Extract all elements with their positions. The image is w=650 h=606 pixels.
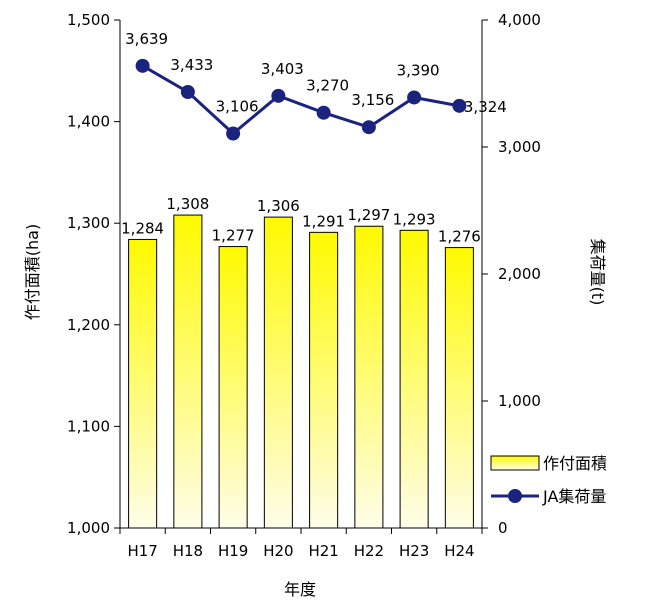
y-axis-right-title: 集荷量(t): [588, 239, 607, 306]
bar-H21: [309, 231, 339, 529]
legend-bar-label: 作付面積: [543, 454, 607, 473]
bar-label-H24: 1,276: [438, 228, 481, 246]
bar-label-H18: 1,308: [166, 195, 209, 213]
bar-H22: [354, 225, 384, 529]
bar-H18: [173, 214, 203, 529]
bar-label-H22: 1,297: [347, 206, 390, 224]
x-tick-label-H20: H20: [263, 542, 293, 560]
y-right-tick-label: 4,000: [498, 11, 541, 29]
line-label-H17: 3,639: [125, 30, 168, 48]
y-axis-left-title: 作付面積(ha): [23, 224, 42, 320]
line-label-H21: 3,270: [306, 77, 349, 95]
bar-label-H17: 1,284: [121, 219, 164, 237]
line-point-H18: [180, 85, 195, 100]
line-label-H19: 3,106: [216, 98, 259, 116]
x-tick-label-H21: H21: [308, 542, 338, 560]
x-tick-label-H23: H23: [399, 542, 429, 560]
line-point-H20: [271, 88, 286, 103]
y-left-tick-label: 1,300: [67, 214, 110, 232]
line-series-group: [135, 58, 467, 141]
line-label-H24: 3,324: [464, 98, 507, 116]
x-tick-label-H22: H22: [354, 542, 384, 560]
y-right-tick-label: 1,000: [498, 392, 541, 410]
x-tick-label-H17: H17: [127, 542, 157, 560]
y-left-tick-label: 1,200: [67, 316, 110, 334]
y-left-tick-label: 1,100: [67, 417, 110, 435]
bar-H24: [444, 247, 474, 529]
line-label-H23: 3,390: [397, 61, 440, 79]
x-tick-label-H19: H19: [218, 542, 248, 560]
bar-H19: [218, 246, 248, 529]
legend-line-marker: [508, 489, 522, 503]
y-left-tick-label: 1,500: [67, 11, 110, 29]
y-right-tick-label: 3,000: [498, 138, 541, 156]
line-label-H22: 3,156: [351, 91, 394, 109]
y-right-tick-label: 0: [498, 519, 508, 537]
line-point-H22: [361, 120, 376, 135]
line-path: [141, 64, 460, 136]
line-point-H24: [452, 98, 467, 113]
line-point-H17: [135, 58, 150, 73]
bar-label-H21: 1,291: [302, 212, 345, 230]
legend: 作付面積 JA集荷量: [490, 454, 607, 506]
line-point-H19: [226, 126, 241, 141]
bar-H23: [399, 229, 429, 529]
bar-label-H23: 1,293: [393, 210, 436, 228]
bar-H20: [263, 216, 293, 529]
y-right-tick-label: 2,000: [498, 265, 541, 283]
y-left-tick-label: 1,400: [67, 113, 110, 131]
legend-line-label: JA集荷量: [542, 487, 606, 506]
x-tick-label-H24: H24: [444, 542, 474, 560]
bar-label-H20: 1,306: [257, 197, 300, 215]
x-tick-label-H18: H18: [173, 542, 203, 560]
legend-bar-swatch: [490, 455, 540, 471]
bar-series-group: [128, 214, 474, 529]
bar-H17: [128, 238, 158, 529]
tick-labels-group: 1,000 1,100 1,200 1,300 1,400 1,500 0 1,000 2,00…: [67, 11, 541, 560]
y-left-tick-label: 1,000: [67, 519, 110, 537]
x-axis-title: 年度: [284, 580, 316, 599]
line-label-H18: 3,433: [170, 56, 213, 74]
line-label-H20: 3,403: [261, 60, 304, 78]
line-point-H23: [407, 90, 422, 105]
line-point-H21: [316, 105, 331, 120]
bar-label-H19: 1,277: [212, 227, 255, 245]
